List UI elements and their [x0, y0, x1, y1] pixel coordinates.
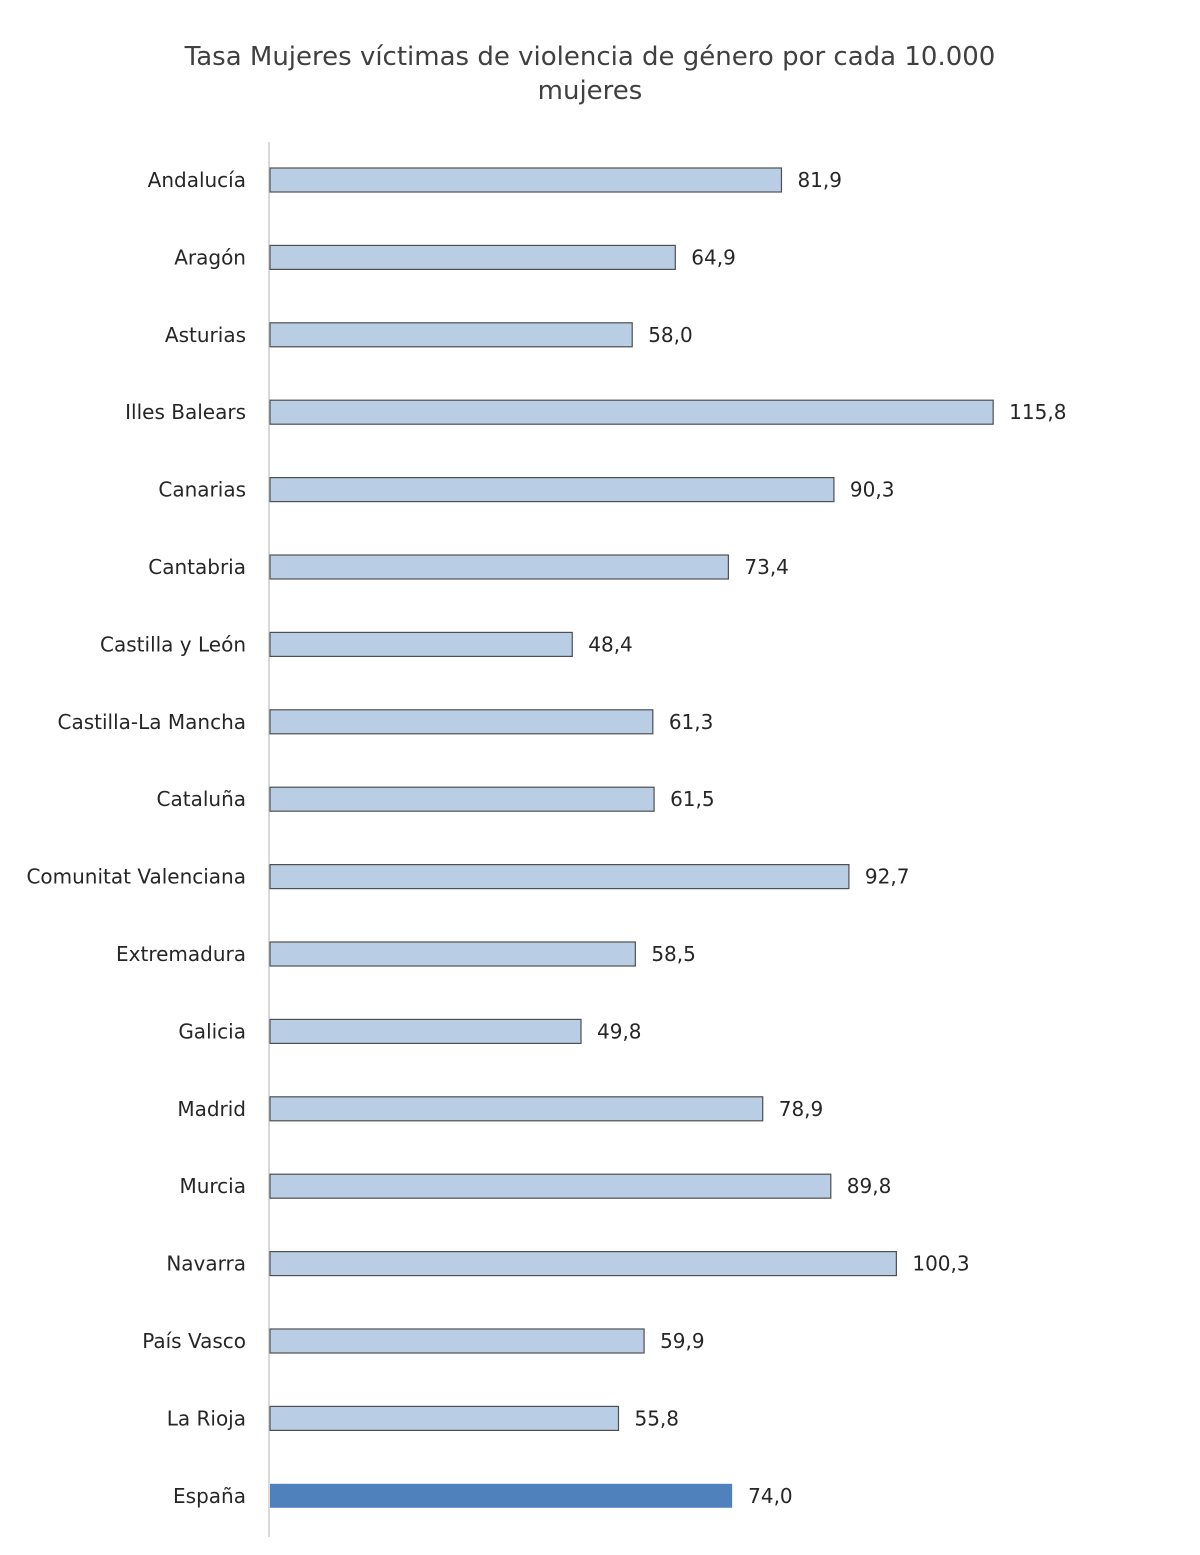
category-label: La Rioja: [167, 1406, 246, 1430]
category-label: Extremadura: [116, 942, 246, 966]
bar-region: [269, 477, 835, 503]
category-label: Canarias: [158, 478, 246, 502]
bar-region: [269, 554, 729, 580]
category-label: Comunitat Valenciana: [26, 865, 246, 889]
value-label: 49,8: [597, 1019, 642, 1043]
value-label: 58,5: [651, 942, 696, 966]
value-label: 92,7: [865, 865, 910, 889]
value-label: 64,9: [691, 245, 736, 269]
value-label: 74,0: [748, 1484, 793, 1508]
bar-region: [269, 1173, 832, 1199]
value-label: 59,9: [660, 1329, 705, 1353]
bar-region: [269, 1096, 764, 1122]
value-label: 55,8: [634, 1406, 679, 1430]
chart-title: Tasa Mujeres víctimas de violencia de gé…: [184, 42, 996, 106]
category-label: País Vasco: [142, 1329, 246, 1353]
bar-region: [269, 1405, 620, 1432]
value-label: 115,8: [1009, 400, 1066, 424]
bars-group: Andalucía 81,9 Aragón 64,9 Asturias 58,0 Illes…: [26, 167, 1066, 1508]
value-label: 48,4: [588, 632, 633, 656]
value-label: 81,9: [797, 168, 842, 192]
category-label: Asturias: [165, 323, 246, 347]
value-label: 73,4: [744, 555, 789, 579]
category-label: Cataluña: [157, 787, 246, 811]
bar-region: [269, 863, 850, 890]
bar-region: [269, 941, 636, 967]
value-label: 100,3: [912, 1252, 969, 1276]
bar-region: [269, 1250, 897, 1277]
bar-region: [269, 1328, 645, 1354]
value-label: 61,3: [669, 710, 714, 734]
value-label: 90,3: [850, 478, 895, 502]
category-label: Andalucía: [148, 168, 246, 192]
value-label: 89,8: [847, 1174, 892, 1198]
value-label: 78,9: [779, 1097, 824, 1121]
bar-highlight: [270, 1483, 733, 1508]
bar-region: [269, 1018, 582, 1045]
bar-region: [269, 786, 655, 812]
category-label: Castilla-La Mancha: [58, 710, 247, 734]
category-label: Murcia: [179, 1174, 246, 1198]
value-label: 61,5: [670, 787, 715, 811]
category-label: Galicia: [178, 1019, 246, 1043]
category-label: Castilla y León: [100, 632, 246, 656]
bar-region: [269, 631, 573, 658]
category-label: Illes Balears: [125, 400, 246, 424]
value-label: 58,0: [648, 323, 693, 347]
bar-region: [269, 399, 994, 425]
bar-region: [269, 244, 676, 270]
bar-region: [269, 322, 633, 348]
category-label: España: [173, 1484, 246, 1508]
bar-region: [269, 167, 783, 193]
category-label: Navarra: [166, 1252, 246, 1276]
bar-region: [269, 709, 654, 735]
category-label: Madrid: [177, 1097, 246, 1121]
category-label: Cantabria: [148, 555, 246, 579]
category-label: Aragón: [174, 245, 246, 269]
